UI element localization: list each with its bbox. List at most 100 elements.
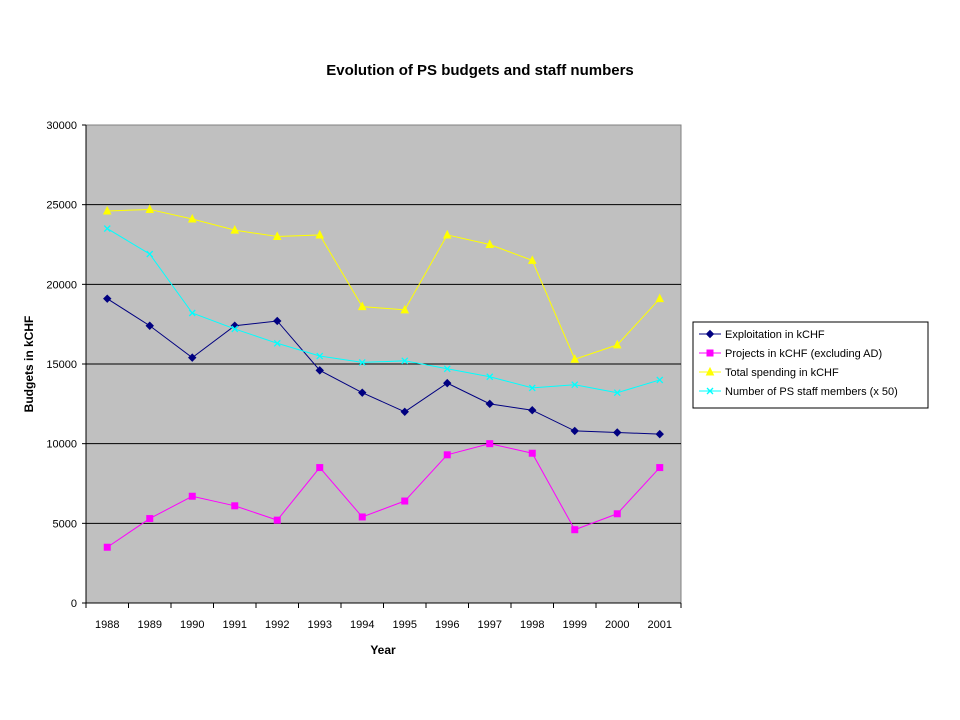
data-point <box>145 321 154 330</box>
data-point-stroke <box>103 225 111 233</box>
axis-layer: 0 5000 10000 15000 20000 25000 30000 1988 1989 19… <box>46 120 682 631</box>
data-point <box>358 513 366 521</box>
data-point <box>400 407 409 417</box>
data-point <box>655 293 665 303</box>
data-point <box>146 250 154 258</box>
x-tick-label: 2000 <box>605 619 629 631</box>
data-point <box>103 543 111 551</box>
y-axis-label: Budgets in kCHF <box>22 316 36 413</box>
series-2 <box>103 440 664 551</box>
x-tick-label: 1988 <box>95 619 119 631</box>
data-point <box>231 325 239 333</box>
series-1 <box>103 294 664 439</box>
data-point <box>146 515 154 523</box>
legend-label: Projects in kCHF (excluding AD) <box>725 348 882 360</box>
x-tick-label: 1999 <box>563 619 587 631</box>
data-point-stroke <box>231 325 239 333</box>
data-point <box>272 231 282 241</box>
data-point-stroke <box>358 358 366 366</box>
data-point <box>273 516 281 524</box>
y-tick-label: 20000 <box>46 279 77 291</box>
x-tick-label: 1996 <box>435 619 459 631</box>
series-line <box>106 298 660 435</box>
y-tick-label: 0 <box>71 598 77 610</box>
data-point <box>528 405 537 415</box>
data-point <box>613 510 621 518</box>
data-point-stroke <box>486 373 494 381</box>
series-line <box>107 208 661 360</box>
data-point-stroke <box>571 381 579 389</box>
legend-item: Total spending in kCHF <box>699 366 839 379</box>
legend-label: Total spending in kCHF <box>725 367 839 379</box>
data-point <box>315 366 324 375</box>
x-tick-label: 1993 <box>308 619 332 631</box>
grid-layer <box>86 204 681 524</box>
data-point <box>527 255 537 264</box>
data-point <box>358 388 367 397</box>
data-point <box>315 229 325 239</box>
data-point <box>400 304 410 314</box>
y-tick-label: 5000 <box>53 518 77 530</box>
legend-marker <box>706 349 714 357</box>
data-point-stroke <box>443 365 451 373</box>
legend-marker <box>706 387 714 395</box>
series-3 <box>102 204 665 363</box>
y-tick-label: 15000 <box>46 359 77 371</box>
data-point <box>613 428 622 437</box>
data-point <box>145 204 155 213</box>
data-point <box>273 339 281 347</box>
data-point-stroke <box>613 389 621 397</box>
data-point <box>528 449 536 457</box>
x-tick-label: 1997 <box>478 619 502 631</box>
y-tick-label: 25000 <box>46 200 77 212</box>
data-point-stroke <box>273 339 281 347</box>
x-tick-label: 1998 <box>520 619 544 631</box>
legend-item: Number of PS staff members (x 50) <box>699 386 898 398</box>
data-point <box>443 378 452 388</box>
legend-marker <box>705 366 715 376</box>
x-tick-label: 2001 <box>648 619 672 631</box>
data-point <box>188 492 196 500</box>
x-tick-label: 1990 <box>180 619 204 631</box>
data-point-stroke <box>146 250 154 258</box>
data-point <box>571 526 579 534</box>
y-tick-label: 30000 <box>46 120 77 132</box>
data-point <box>231 502 239 510</box>
data-point-stroke <box>316 352 324 360</box>
data-point <box>612 339 622 349</box>
legend-label: Number of PS staff members (x 50) <box>725 386 898 398</box>
data-point <box>486 440 494 448</box>
x-tick-label: 1994 <box>350 619 374 631</box>
data-point <box>442 229 452 239</box>
series-line <box>106 228 660 394</box>
data-point <box>273 316 282 326</box>
data-point <box>571 381 579 389</box>
data-point <box>570 426 579 436</box>
data-point <box>102 205 112 215</box>
legend-marker <box>705 329 715 339</box>
data-point <box>187 213 197 223</box>
series-layer <box>102 204 665 551</box>
data-point <box>656 464 664 472</box>
data-point <box>103 225 111 233</box>
x-tick-label: 1991 <box>223 619 247 631</box>
chart-title: Evolution of PS budgets and staff number… <box>326 62 634 79</box>
legend: Exploitation in kCHF Projects in kCHF (ex… <box>692 321 929 409</box>
data-point <box>230 225 240 234</box>
data-point <box>486 373 494 381</box>
legend-item: Projects in kCHF (excluding AD) <box>699 348 882 360</box>
data-point <box>613 389 621 397</box>
data-point <box>528 384 536 392</box>
x-tick-label: 1992 <box>265 619 289 631</box>
data-point <box>401 357 409 365</box>
legend-marker-stroke <box>706 387 714 395</box>
data-point-stroke <box>401 357 409 365</box>
data-point <box>443 365 451 373</box>
data-point <box>655 429 664 439</box>
data-point-stroke <box>528 384 536 392</box>
data-point <box>357 301 367 311</box>
legend-box <box>692 321 929 409</box>
data-point <box>485 239 495 248</box>
data-point <box>316 464 324 472</box>
